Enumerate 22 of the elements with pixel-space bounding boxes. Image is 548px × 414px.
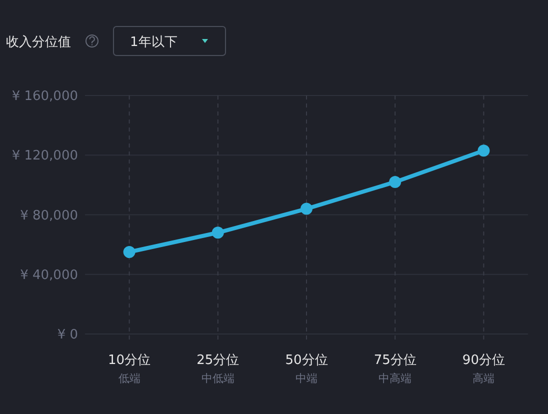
x-tick-label: 90分位 — [462, 353, 505, 368]
point — [212, 226, 224, 239]
text: 低端 — [118, 372, 140, 385]
text: 中高端 — [378, 372, 412, 385]
x-tick-label: 75分位 — [374, 353, 416, 368]
point — [300, 202, 312, 215]
point — [478, 144, 490, 157]
y-tick-label: ¥ 160,000 — [12, 89, 78, 104]
chart-title: 收入分位值 — [6, 35, 71, 50]
point — [389, 176, 402, 188]
x-tick-label: 10分位 — [108, 353, 151, 368]
x-tick-label: 50分位 — [285, 353, 328, 368]
y-tick-label: ¥ 0 — [57, 328, 78, 342]
y-tick-label: ¥ 80,000 — [20, 208, 78, 224]
y-tick-label: ¥ 40,000 — [20, 268, 78, 283]
x-tick-label: 25分位 — [196, 353, 240, 368]
chart-subtitle: 1年以下 — [130, 35, 178, 50]
text: 中端 — [296, 372, 318, 385]
y-tick-label: ¥ 120,000 — [12, 148, 78, 164]
point — [123, 246, 136, 258]
text: 高端 — [472, 372, 495, 385]
text: 中低端 — [201, 372, 234, 385]
